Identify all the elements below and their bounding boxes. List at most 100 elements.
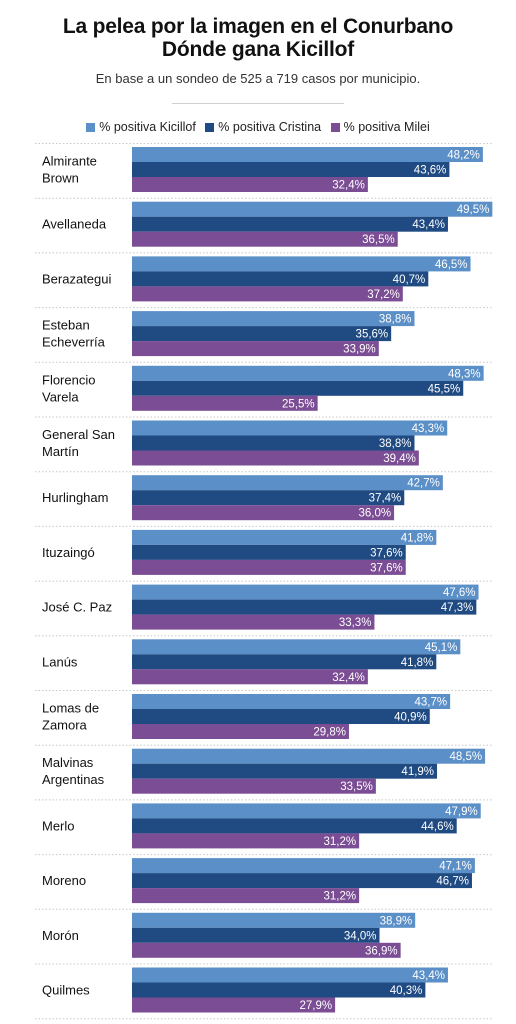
value-label-kicillof-jose-c-paz: 47,6% xyxy=(443,587,476,599)
value-label-kicillof-moreno: 47,1% xyxy=(439,861,472,873)
bar-kicillof-jose-c-paz xyxy=(132,584,479,600)
bar-cristina-almirante-brown xyxy=(132,162,450,177)
value-label-cristina-esteban-echeverria: 35,6% xyxy=(356,329,389,341)
bar-milei-hurlingham xyxy=(132,505,395,521)
value-label-cristina-florencio-varela: 45,5% xyxy=(428,383,461,395)
value-label-milei-esteban-echeverria: 33,9% xyxy=(343,344,376,356)
value-label-kicillof-lanus: 45,1% xyxy=(425,642,458,654)
bar-kicillof-lanus xyxy=(132,639,461,655)
value-label-cristina-lanus: 41,8% xyxy=(401,657,434,669)
legend-swatch-kicillof xyxy=(86,123,96,132)
bar-milei-moreno xyxy=(132,888,360,904)
bar-cristina-merlo xyxy=(132,818,457,834)
bar-cristina-avellaneda xyxy=(132,216,448,232)
category-label-almirante-brown: Almirante Brown xyxy=(42,154,97,186)
value-label-milei-moreno: 31,2% xyxy=(324,891,357,903)
bar-kicillof-esteban-echeverria xyxy=(132,311,415,327)
legend-label-kicillof: % positiva Kicillof xyxy=(99,120,196,134)
value-label-milei-malvinas-argentinas: 33,5% xyxy=(340,781,373,793)
chart-title: La pelea por la imagen en el Conurbano xyxy=(62,15,454,38)
bar-kicillof-ituzaingo xyxy=(132,529,437,545)
bar-cristina-lanus xyxy=(132,654,437,670)
bar-milei-jose-c-paz xyxy=(132,614,375,630)
bar-kicillof-lomas-de-zamora xyxy=(132,694,451,709)
bar-kicillof-general-san-martin xyxy=(132,420,448,436)
bar-milei-malvinas-argentinas xyxy=(132,778,376,794)
value-label-cristina-almirante-brown: 43,6% xyxy=(414,165,447,177)
bar-milei-almirante-brown xyxy=(132,177,368,192)
bar-milei-lomas-de-zamora xyxy=(132,724,349,739)
value-label-kicillof-moron: 38,9% xyxy=(380,915,413,927)
value-label-milei-general-san-martin: 39,4% xyxy=(383,453,416,465)
bar-cristina-jose-c-paz xyxy=(132,599,477,615)
legend-label-milei: % positiva Milei xyxy=(343,120,430,134)
bar-milei-moron xyxy=(132,942,401,958)
bar-cristina-lomas-de-zamora xyxy=(132,709,430,724)
value-label-kicillof-merlo: 47,9% xyxy=(445,806,478,818)
bar-cristina-ituzaingo xyxy=(132,544,406,560)
legend-swatch-cristina xyxy=(205,123,215,132)
value-label-cristina-general-san-martin: 38,8% xyxy=(379,438,412,450)
value-label-cristina-quilmes: 40,3% xyxy=(390,985,423,997)
bar-cristina-general-san-martin xyxy=(132,435,415,451)
bar-cristina-quilmes xyxy=(132,982,426,998)
value-label-cristina-moron: 34,0% xyxy=(344,930,377,942)
value-label-kicillof-berazategui: 46,5% xyxy=(435,259,468,271)
legend-swatch-milei xyxy=(330,123,340,132)
value-label-cristina-malvinas-argentinas: 41,9% xyxy=(401,766,434,778)
value-label-kicillof-lomas-de-zamora: 43,7% xyxy=(415,697,448,709)
value-label-kicillof-quilmes: 43,4% xyxy=(412,970,445,982)
value-label-kicillof-avellaneda: 49,5% xyxy=(457,204,490,216)
category-label-merlo: Merlo xyxy=(42,818,75,833)
category-label-quilmes: Quilmes xyxy=(42,983,90,998)
bar-milei-lanus xyxy=(132,669,368,685)
bar-cristina-florencio-varela xyxy=(132,380,464,396)
category-label-avellaneda: Avellaneda xyxy=(42,217,107,232)
chart-legend: % positiva Kicillof % positiva Cristina … xyxy=(0,120,516,134)
value-label-milei-lomas-de-zamora: 29,8% xyxy=(313,727,346,739)
bar-cristina-malvinas-argentinas xyxy=(132,763,438,779)
bar-kicillof-malvinas-argentinas xyxy=(132,748,486,764)
value-label-cristina-merlo: 44,6% xyxy=(421,821,454,833)
value-label-kicillof-almirante-brown: 48,2% xyxy=(447,150,480,162)
category-label-moreno: Moreno xyxy=(42,873,86,888)
chart-description: En base a un sondeo de 525 a 719 casos p… xyxy=(95,71,421,86)
value-label-cristina-jose-c-paz: 47,3% xyxy=(441,602,474,614)
bar-kicillof-florencio-varela xyxy=(132,365,484,381)
header-divider xyxy=(172,103,344,104)
bar-cristina-moron xyxy=(132,927,380,943)
value-label-milei-berazategui: 37,2% xyxy=(367,289,400,301)
category-label-moron: Morón xyxy=(42,928,79,943)
category-label-ituzaingo: Ituzaingó xyxy=(42,545,95,560)
category-label-hurlingham: Hurlingham xyxy=(42,490,108,505)
bar-milei-berazategui xyxy=(132,286,403,302)
value-label-milei-florencio-varela: 25,5% xyxy=(282,398,315,410)
value-label-cristina-hurlingham: 37,4% xyxy=(369,493,402,505)
bar-kicillof-merlo xyxy=(132,803,481,819)
bar-cristina-berazategui xyxy=(132,271,429,287)
value-label-milei-quilmes: 27,9% xyxy=(300,1000,333,1012)
category-label-jose-c-paz: José C. Paz xyxy=(42,600,112,615)
bar-kicillof-quilmes xyxy=(132,967,448,983)
value-label-kicillof-general-san-martin: 43,3% xyxy=(412,423,445,435)
category-label-esteban-echeverria: Esteban Echeverría xyxy=(42,318,106,350)
bar-kicillof-berazategui xyxy=(132,256,471,272)
bar-kicillof-hurlingham xyxy=(132,475,443,491)
bar-cristina-hurlingham xyxy=(132,490,405,506)
value-label-milei-moron: 36,9% xyxy=(365,945,398,957)
value-label-milei-avellaneda: 36,5% xyxy=(362,234,395,246)
bar-milei-esteban-echeverria xyxy=(132,341,379,357)
value-label-kicillof-florencio-varela: 48,3% xyxy=(448,368,481,380)
value-label-cristina-moreno: 46,7% xyxy=(436,876,469,888)
bar-kicillof-moron xyxy=(132,912,416,928)
value-label-cristina-lomas-de-zamora: 40,9% xyxy=(394,712,427,724)
category-label-lanus: Lanús xyxy=(42,654,78,669)
bar-kicillof-avellaneda xyxy=(132,201,493,217)
value-label-kicillof-ituzaingo: 41,8% xyxy=(401,532,434,544)
chart-subtitle-heading: Dónde gana Kicillof xyxy=(161,38,355,61)
bar-kicillof-almirante-brown xyxy=(132,147,483,162)
category-label-lomas-de-zamora: Lomas de Zamora xyxy=(42,701,99,733)
bar-milei-avellaneda xyxy=(132,231,398,247)
legend-item-kicillof: % positiva Kicillof xyxy=(86,120,196,134)
